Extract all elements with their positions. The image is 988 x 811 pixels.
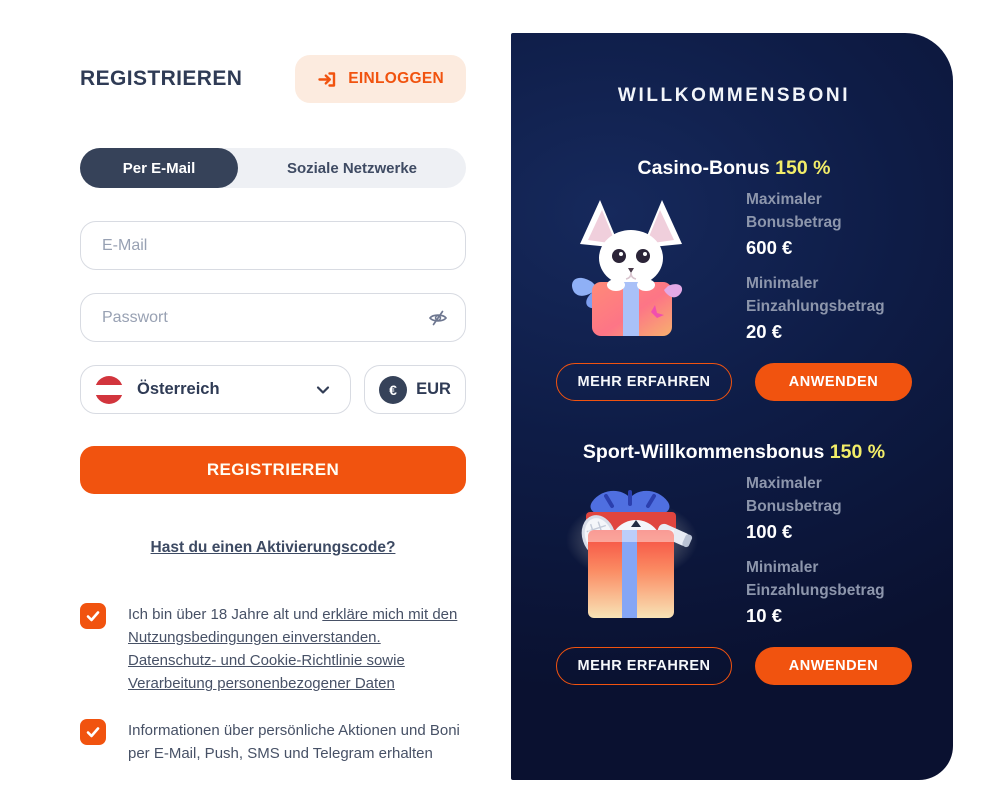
age-consent-text-part1: Ich bin über 18 Jahre alt und: [128, 606, 323, 623]
sport-bonus-details: Maximaler Bonusbetrag 100 € Minimaler Ei…: [746, 472, 912, 627]
privacy-policy-link[interactable]: Datenschutz- und Cookie-Richtlinie sowie…: [128, 652, 405, 692]
activation-code-link[interactable]: Hast du einen Aktivierungscode?: [150, 539, 396, 556]
country-currency-row: Österreich € EUR: [80, 365, 466, 414]
min-deposit-label: Minimaler Einzahlungsbetrag: [746, 559, 885, 599]
password-field-wrap: [80, 293, 466, 342]
casino-bonus-buttons: MEHR ERFAHREN ANWENDEN: [556, 363, 912, 401]
austria-flag-icon: [95, 375, 123, 404]
sport-more-info-button[interactable]: MEHR ERFAHREN: [556, 647, 732, 685]
min-deposit-value: 10 €: [746, 605, 783, 626]
sport-bonus-buttons: MEHR ERFAHREN ANWENDEN: [556, 647, 912, 685]
min-deposit-label: Minimaler Einzahlungsbetrag: [746, 275, 885, 315]
checkmark-icon: [85, 724, 101, 740]
casino-apply-button[interactable]: ANWENDEN: [755, 363, 912, 401]
terms-link[interactable]: erkläre mich mit den Nutzungsbedingungen…: [128, 606, 458, 646]
sport-bonus-card: Sport-Willkommensbonus 150 %: [556, 441, 912, 685]
sport-bonus-percent: 150 %: [829, 441, 886, 463]
eye-off-icon: [426, 306, 450, 330]
registration-form: REGISTRIEREN EINLOGGEN Per E-Mail Sozial…: [80, 55, 466, 765]
fox-in-gift-box-image: [556, 190, 706, 342]
sport-bonus-body: Maximaler Bonusbetrag 100 € Minimaler Ei…: [556, 472, 912, 627]
country-select[interactable]: Österreich: [80, 365, 351, 414]
email-field[interactable]: [80, 221, 466, 270]
login-button-label: EINLOGGEN: [348, 70, 444, 87]
currency-code: EUR: [416, 380, 451, 398]
welcome-bonus-panel: WILLKOMMENSBONI Casino-Bonus 150 %: [511, 33, 953, 780]
casino-bonus-details: Maximaler Bonusbetrag 600 € Minimaler Ei…: [746, 188, 912, 343]
sport-apply-button[interactable]: ANWENDEN: [755, 647, 912, 685]
tab-social-networks[interactable]: Soziale Netzwerke: [238, 148, 466, 188]
max-bonus-value: 600 €: [746, 237, 793, 258]
chevron-down-icon: [314, 381, 332, 399]
checkmark-icon: [85, 608, 101, 624]
login-button[interactable]: EINLOGGEN: [295, 55, 466, 103]
casino-bonus-card: Casino-Bonus 150 %: [556, 157, 912, 401]
login-arrow-icon: [317, 69, 338, 90]
casino-more-info-button[interactable]: MEHR ERFAHREN: [556, 363, 732, 401]
casino-bonus-name: Casino-Bonus: [637, 157, 770, 179]
sport-bonus-heading: Sport-Willkommensbonus 150 %: [556, 441, 912, 464]
sport-bonus-name: Sport-Willkommensbonus: [582, 441, 825, 463]
bonus-panel-title: WILLKOMMENSBONI: [617, 85, 851, 106]
sport-gift-box-image: [556, 474, 706, 626]
marketing-consent-checkbox[interactable]: [80, 719, 106, 745]
country-select-value: Österreich: [137, 380, 220, 398]
max-bonus-label: Maximaler Bonusbetrag: [746, 475, 842, 515]
casino-bonus-body: Maximaler Bonusbetrag 600 € Minimaler Ei…: [556, 188, 912, 343]
password-field[interactable]: [80, 293, 466, 342]
min-deposit-value: 20 €: [746, 321, 783, 342]
currency-select[interactable]: € EUR: [364, 365, 466, 414]
marketing-consent-row: Informationen über persönliche Aktionen …: [80, 719, 466, 765]
age-consent-checkbox[interactable]: [80, 603, 106, 629]
tab-per-email[interactable]: Per E-Mail: [80, 148, 238, 188]
page-title: REGISTRIEREN: [80, 67, 243, 90]
email-field-wrap: [80, 221, 466, 270]
casino-bonus-heading: Casino-Bonus 150 %: [556, 157, 912, 180]
max-bonus-value: 100 €: [746, 521, 793, 542]
age-consent-row: Ich bin über 18 Jahre alt und erkläre mi…: [80, 603, 466, 695]
casino-bonus-percent: 150 %: [775, 157, 831, 179]
form-header: REGISTRIEREN EINLOGGEN: [80, 55, 466, 103]
euro-icon: €: [379, 375, 408, 404]
toggle-password-visibility-button[interactable]: [426, 306, 450, 330]
age-consent-text: Ich bin über 18 Jahre alt und erkläre mi…: [128, 603, 461, 695]
marketing-consent-text: Informationen über persönliche Aktionen …: [128, 722, 460, 762]
max-bonus-label: Maximaler Bonusbetrag: [746, 191, 842, 231]
register-submit-button[interactable]: REGISTRIEREN: [80, 446, 466, 494]
registration-method-tabs: Per E-Mail Soziale Netzwerke: [80, 148, 466, 188]
